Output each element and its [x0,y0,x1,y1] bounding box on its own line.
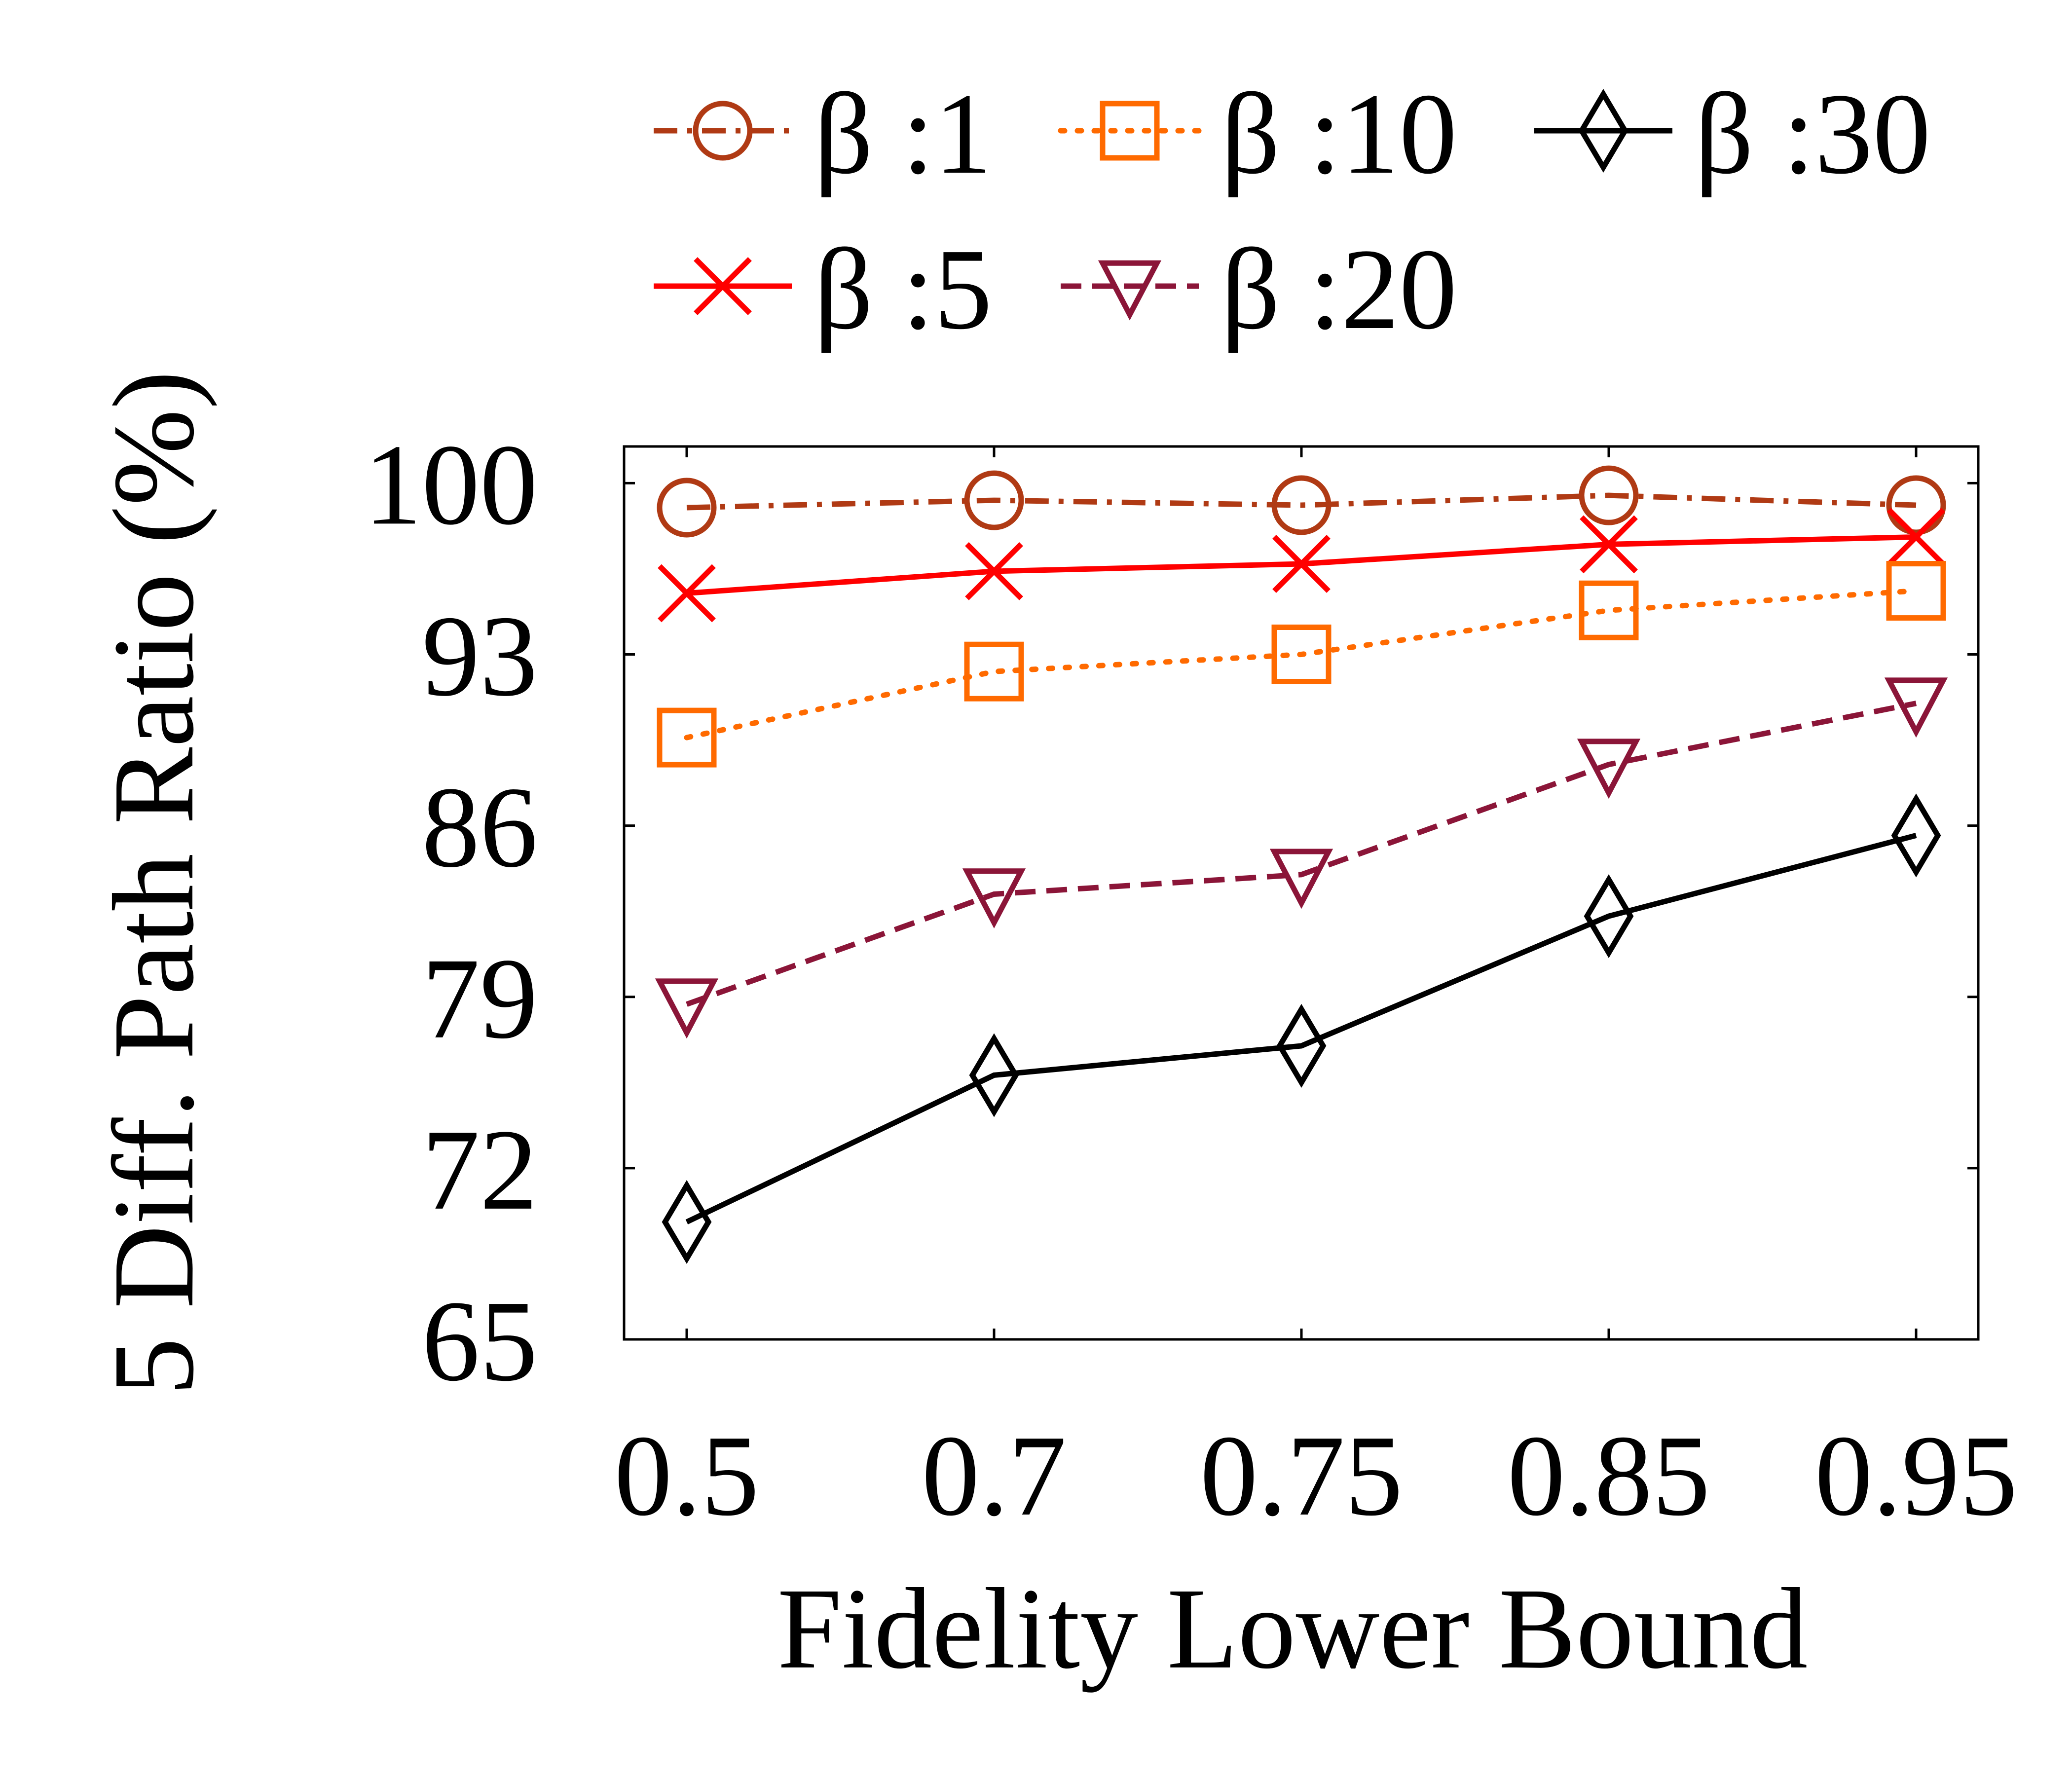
series-30-point [1584,874,1634,959]
legend-item-5-marker [694,257,752,315]
series-10-point [1579,580,1639,640]
legend-item-1-marker [693,101,753,161]
x-tick-label: 0.5 [614,1411,759,1540]
series-20-point [655,978,719,1039]
x-tick-label: 0.95 [1814,1411,2017,1540]
y-tick-label: 93 [422,592,538,720]
legend-item-1: β :1 [654,70,992,198]
x-tick-label: 0.85 [1507,1411,1710,1540]
y-axis: 100 93 86 79 72 65 [364,420,1978,1405]
legend-item-10: β :10 [1058,70,1457,198]
series-1-point [964,470,1024,530]
y-axis-label: 5 Diff. Path Ratio (%) [89,370,218,1396]
series-10-point [1886,561,1946,621]
legend-item-20: β :20 [1061,225,1457,353]
series-1-point [657,478,717,538]
series-5-point [1272,535,1331,593]
series-1-point [1579,465,1639,525]
legend-item-1-label: β :1 [814,70,992,198]
series-5-point [1887,508,1945,566]
series-1-point [1886,475,1946,535]
x-tick-label: 0.75 [1200,1411,1403,1540]
y-tick-label: 100 [364,420,538,549]
series-30-point [1276,1003,1327,1088]
legend-item-30: β :30 [1534,70,1931,198]
series-20-line [686,701,1917,1007]
plot-area [623,445,1980,1341]
series-20-point [1884,677,1948,738]
x-axis-label: Fidelity Lower Bound [777,1564,1808,1693]
x-tick-label: 0.7 [922,1411,1067,1540]
legend-item-20-label: β :20 [1221,225,1457,353]
legend: β :1 β :10 β :30 β :5 β :20 [654,70,1931,353]
legend-item-5-label: β :5 [814,225,992,353]
series-30-point [1891,793,1941,878]
series-30 [662,793,1941,1264]
y-tick-label: 79 [422,934,538,1063]
series-1 [657,465,1946,538]
legend-item-30-label: β :30 [1695,70,1931,198]
series-5 [658,508,1945,623]
series-20-point [962,868,1026,929]
series-1-point [1271,475,1332,535]
series-10-point [657,707,717,768]
legend-item-10-marker [1100,101,1160,161]
series-5-point [1580,515,1638,574]
series-10-point [1271,625,1332,685]
series-20-point [1269,849,1333,909]
series-30-point [969,1033,1019,1117]
series-30-line [685,833,1917,1224]
series-20 [655,677,1948,1039]
series-30-point [662,1180,712,1264]
legend-item-5: β :5 [654,225,992,353]
series-10-point [964,641,1024,702]
legend-item-20-marker [1098,260,1162,321]
y-tick-label: 86 [422,763,538,891]
series-5-point [658,564,716,623]
y-tick-label: 72 [422,1106,538,1234]
series-10-line [684,588,1919,740]
series-layer [655,465,1948,1264]
y-tick-label: 65 [422,1277,538,1405]
series-5-point [965,542,1023,600]
series-1-line [686,492,1917,511]
legend-item-10-label: β :10 [1221,70,1457,198]
x-axis: 0.5 0.7 0.75 0.85 0.95 [614,446,2018,1540]
series-20-point [1577,739,1641,799]
series-10 [657,561,1946,768]
legend-item-30-marker [1578,88,1628,173]
